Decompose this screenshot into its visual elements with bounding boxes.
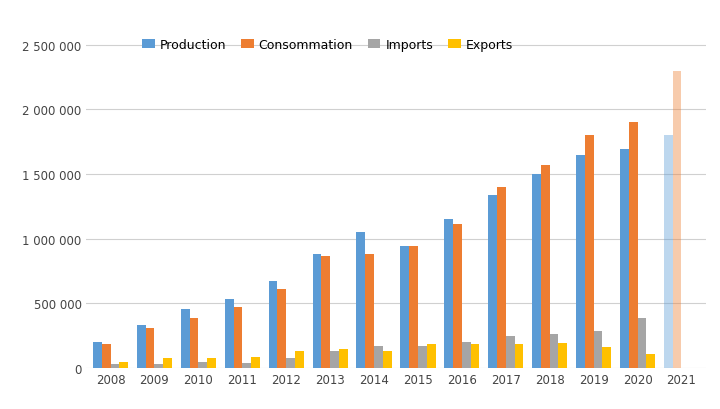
Bar	[505, 336, 515, 368]
Bar	[585, 136, 593, 368]
Bar	[629, 123, 637, 368]
Bar	[374, 346, 383, 368]
Bar	[409, 247, 418, 368]
Bar	[251, 357, 260, 368]
Bar	[120, 362, 128, 368]
Bar	[163, 358, 172, 368]
Bar	[155, 364, 163, 368]
Bar	[453, 225, 462, 368]
Bar	[488, 195, 497, 368]
Bar	[330, 351, 339, 368]
Bar	[559, 343, 567, 368]
Bar	[225, 299, 233, 368]
Bar	[647, 355, 655, 368]
Bar	[111, 364, 120, 368]
Bar	[620, 150, 629, 368]
Bar	[365, 254, 374, 368]
Bar	[497, 187, 505, 368]
Bar	[418, 346, 427, 368]
Bar	[672, 72, 681, 368]
Bar	[207, 358, 216, 368]
Bar	[287, 358, 295, 368]
Bar	[532, 175, 541, 368]
Bar	[339, 349, 348, 368]
Bar	[444, 220, 453, 368]
Bar	[462, 342, 471, 368]
Bar	[277, 290, 287, 368]
Bar	[541, 166, 549, 368]
Bar	[400, 247, 409, 368]
Bar	[189, 318, 199, 368]
Bar	[93, 342, 102, 368]
Bar	[199, 362, 207, 368]
Bar	[243, 363, 251, 368]
Bar	[269, 282, 277, 368]
Bar	[295, 351, 304, 368]
Bar	[664, 136, 672, 368]
Bar	[576, 155, 585, 368]
Bar	[471, 344, 480, 368]
Bar	[427, 344, 436, 368]
Bar	[233, 308, 243, 368]
Bar	[593, 331, 603, 368]
Bar	[312, 254, 321, 368]
Bar	[549, 335, 559, 368]
Legend: Production, Consommation, Imports, Exports: Production, Consommation, Imports, Expor…	[142, 39, 513, 52]
Bar	[181, 309, 189, 368]
Bar	[102, 344, 111, 368]
Bar	[356, 233, 365, 368]
Bar	[603, 348, 611, 368]
Bar	[137, 326, 145, 368]
Bar	[383, 351, 392, 368]
Bar	[515, 344, 523, 368]
Bar	[145, 328, 155, 368]
Bar	[321, 256, 330, 368]
Bar	[637, 318, 647, 368]
